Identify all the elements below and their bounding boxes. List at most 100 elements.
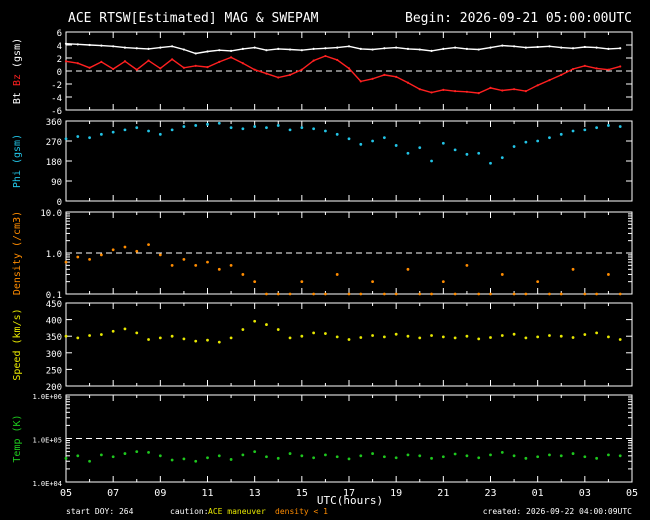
density-point (229, 263, 233, 267)
y-tick-label: 0.1 (46, 291, 62, 301)
density-point (265, 292, 268, 296)
temp-point (583, 455, 587, 459)
speed-point (524, 336, 528, 340)
phi-point (312, 127, 316, 131)
speed-point (394, 332, 398, 336)
bz-point (88, 66, 91, 69)
phi-point (265, 126, 268, 130)
density-point (477, 292, 481, 296)
speed-point (347, 338, 351, 341)
temp-point (607, 453, 610, 457)
bz-point (430, 91, 433, 94)
temp-point (265, 455, 268, 459)
density-point (418, 292, 422, 296)
temp-point (194, 459, 198, 463)
bt-point (253, 46, 256, 49)
speed-point (265, 323, 268, 326)
phi-point (465, 152, 469, 156)
mag-y-axis-label: Bt Bz (gsm) (12, 38, 23, 104)
bz-point (336, 58, 339, 62)
temp-point (229, 458, 233, 461)
phi-point (618, 125, 622, 128)
density-point (382, 292, 386, 296)
density-point (76, 255, 80, 259)
bz-point (182, 66, 186, 69)
x-tick-label: 13 (249, 488, 261, 499)
x-tick-label: 05 (626, 488, 638, 499)
bz-point (241, 62, 244, 65)
bz-point (595, 67, 598, 70)
speed-point (253, 319, 257, 323)
phi-point (241, 127, 245, 131)
y-tick-label: 0 (57, 198, 62, 208)
density-point (276, 292, 280, 296)
temp-point (312, 456, 316, 460)
density-point (111, 248, 115, 252)
phi-point (253, 125, 257, 128)
x-tick-label: 11 (201, 488, 213, 499)
density-point (253, 280, 257, 284)
speed-point (76, 336, 80, 340)
phi-point (477, 151, 481, 155)
density-point (170, 263, 174, 267)
phi-point (324, 129, 327, 133)
bt-point (619, 47, 622, 50)
density-y-axis-label: Density (/cm3) (12, 211, 23, 295)
phi-point (135, 126, 139, 130)
x-tick-label: 21 (437, 488, 449, 499)
temp-point (76, 454, 80, 458)
ace-maneuver-note: ACE maneuver (208, 507, 266, 516)
speed-point (382, 335, 386, 339)
density-note: density < 1 (275, 507, 328, 516)
bt-point (123, 46, 127, 49)
temp-point (548, 453, 551, 457)
x-tick-label: 05 (60, 488, 72, 499)
temp-point (441, 455, 445, 459)
bt-point (571, 47, 575, 50)
bz-point (359, 80, 362, 83)
speed-point (512, 332, 516, 336)
density-point (88, 257, 91, 261)
temp-point (324, 453, 327, 457)
phi-point (453, 148, 457, 152)
phi-panel: 360 270 180 90 0 Phi (gsm) (12, 118, 633, 208)
bz-point (548, 79, 551, 82)
begin-time: Begin: 2026-09-21 05:00:00UTC (405, 11, 632, 26)
y-tick-label: 300 (46, 350, 62, 360)
phi-point (371, 139, 374, 143)
phi-point (607, 124, 610, 127)
bt-point (595, 46, 598, 49)
speed-point (241, 328, 245, 331)
y-tick-label: 200 (46, 383, 62, 393)
speed-point (99, 333, 103, 336)
density-point (430, 292, 433, 296)
y-tick-label: 1.0E+05 (32, 437, 62, 445)
density-point (335, 273, 339, 276)
bt-point (583, 45, 586, 49)
temp-point (430, 456, 433, 460)
phi-point (583, 128, 587, 132)
bt-point (418, 48, 421, 51)
density-point (99, 253, 103, 257)
temp-point (359, 454, 363, 458)
x-tick-labels: 05 07 09 11 13 15 17 19 21 23 01 03 05 (60, 488, 638, 499)
density-point (571, 267, 575, 271)
density-point (241, 273, 245, 276)
y-tick-label: -2 (51, 81, 62, 91)
bt-point (159, 46, 162, 49)
speed-point (559, 334, 563, 338)
phi-point (276, 124, 280, 127)
bz-point (100, 60, 103, 64)
bz-point (501, 89, 504, 92)
bt-point (241, 47, 244, 51)
temp-point (147, 450, 150, 454)
phi-point (76, 135, 80, 138)
x-tick-label: 07 (107, 488, 119, 499)
bt-point (76, 43, 79, 46)
phi-series (64, 121, 622, 165)
speed-point (548, 334, 551, 337)
bz-point (536, 84, 539, 87)
temp-point (158, 454, 162, 458)
speed-point (465, 334, 469, 338)
